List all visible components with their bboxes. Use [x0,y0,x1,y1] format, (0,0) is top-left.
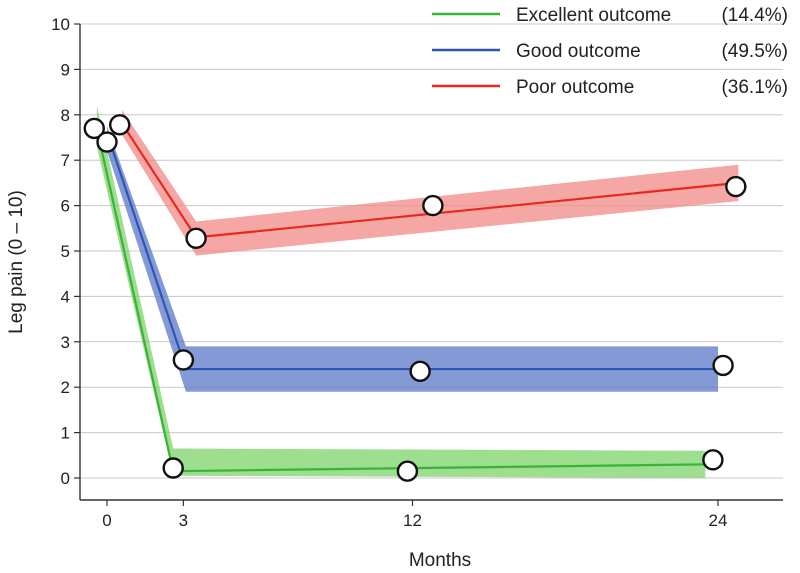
poor-outcome-point-0 [109,114,131,136]
y-tick-label-0: 0 [61,469,70,488]
good-outcome-confidence-band [107,126,718,392]
good-outcome-legend-label: Good outcome [516,41,641,62]
x-tick-label-0: 0 [102,511,111,530]
good-outcome-point-3 [712,354,734,377]
y-tick-label-3: 3 [61,333,70,352]
confidence-bands [96,105,739,478]
good-outcome-legend-share: (49.5%) [721,41,788,62]
poor-outcome-legend-label: Poor outcome [516,77,634,98]
good-outcome-point-1 [172,349,195,371]
y-tick-label-10: 10 [51,15,70,34]
x-tick-label-12: 12 [403,511,422,530]
x-tick-label-24: 24 [709,511,728,530]
poor-outcome-point-2 [422,194,444,217]
poor-outcome-legend-share: (36.1%) [721,77,788,98]
x-axis-title: Months [409,550,471,571]
axes [79,24,783,501]
y-tick-label-8: 8 [61,106,70,125]
x-axis-ticks: 0 3 12 24 [102,500,727,530]
x-tick-label-3: 3 [179,511,188,530]
excellent-outcome-point-2 [396,460,419,482]
y-axis-ticks: 0 1 2 3 4 5 6 7 8 9 10 [51,15,80,488]
y-axis-title: Leg pain (0 – 10) [6,190,27,334]
y-tick-label-5: 5 [61,242,70,261]
y-tick-label-9: 9 [61,60,70,79]
poor-outcome-point-3 [725,175,747,198]
excellent-outcome-legend-share: (14.4%) [721,5,788,26]
y-tick-label-1: 1 [61,424,70,443]
y-tick-label-7: 7 [61,151,70,170]
excellent-outcome-point-1 [162,457,184,479]
poor-outcome-confidence-band [122,110,739,256]
good-outcome-point-0 [96,131,118,153]
poor-outcome-point-1 [185,227,207,249]
y-tick-label-6: 6 [61,197,70,216]
grid-lines [80,23,783,479]
excellent-outcome-point-3 [702,449,724,471]
excellent-outcome-confidence-band [96,105,706,478]
excellent-outcome-legend-label: Excellent outcome [516,5,671,26]
y-tick-label-2: 2 [61,378,70,397]
data-points [83,114,747,482]
excellent-outcome-point-0 [83,117,105,140]
y-tick-label-4: 4 [61,287,70,306]
legend: Excellent outcome (14.4%) Good outcome (49.… [432,5,788,98]
good-outcome-point-2 [409,360,431,383]
